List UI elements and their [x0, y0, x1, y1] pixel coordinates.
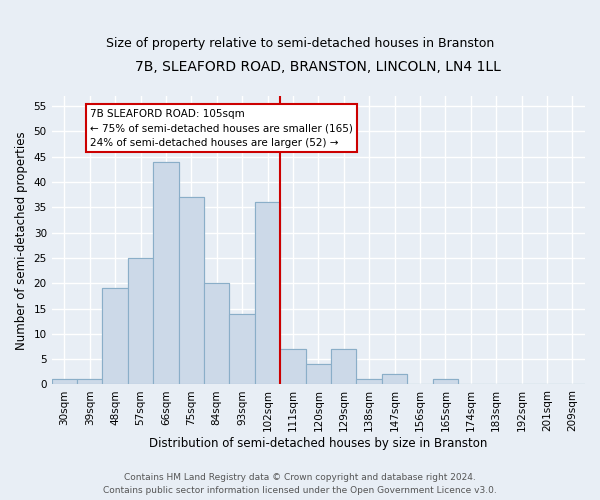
Bar: [305, 364, 331, 384]
Bar: [128, 258, 153, 384]
Bar: [433, 380, 458, 384]
Text: Contains HM Land Registry data © Crown copyright and database right 2024.
Contai: Contains HM Land Registry data © Crown c…: [103, 474, 497, 495]
Bar: [52, 380, 77, 384]
Bar: [280, 349, 305, 384]
Bar: [382, 374, 407, 384]
Bar: [179, 197, 204, 384]
Bar: [77, 380, 103, 384]
Y-axis label: Number of semi-detached properties: Number of semi-detached properties: [15, 131, 28, 350]
Bar: [433, 380, 458, 384]
Bar: [305, 364, 331, 384]
Text: 7B SLEAFORD ROAD: 105sqm
← 75% of semi-detached houses are smaller (165)
24% of : 7B SLEAFORD ROAD: 105sqm ← 75% of semi-d…: [90, 108, 353, 148]
Text: Size of property relative to semi-detached houses in Branston: Size of property relative to semi-detach…: [106, 38, 494, 51]
X-axis label: Distribution of semi-detached houses by size in Branston: Distribution of semi-detached houses by …: [149, 437, 488, 450]
Bar: [382, 374, 407, 384]
Bar: [255, 202, 280, 384]
Bar: [229, 314, 255, 384]
Bar: [356, 380, 382, 384]
Title: 7B, SLEAFORD ROAD, BRANSTON, LINCOLN, LN4 1LL: 7B, SLEAFORD ROAD, BRANSTON, LINCOLN, LN…: [136, 60, 501, 74]
Bar: [356, 380, 382, 384]
Bar: [204, 283, 229, 384]
Bar: [331, 349, 356, 384]
Bar: [179, 197, 204, 384]
Bar: [103, 288, 128, 384]
Bar: [229, 314, 255, 384]
Bar: [153, 162, 179, 384]
Bar: [77, 380, 103, 384]
Bar: [128, 258, 153, 384]
Bar: [153, 162, 179, 384]
Bar: [255, 202, 280, 384]
Bar: [331, 349, 356, 384]
Bar: [204, 283, 229, 384]
Bar: [52, 380, 77, 384]
Bar: [280, 349, 305, 384]
Bar: [103, 288, 128, 384]
